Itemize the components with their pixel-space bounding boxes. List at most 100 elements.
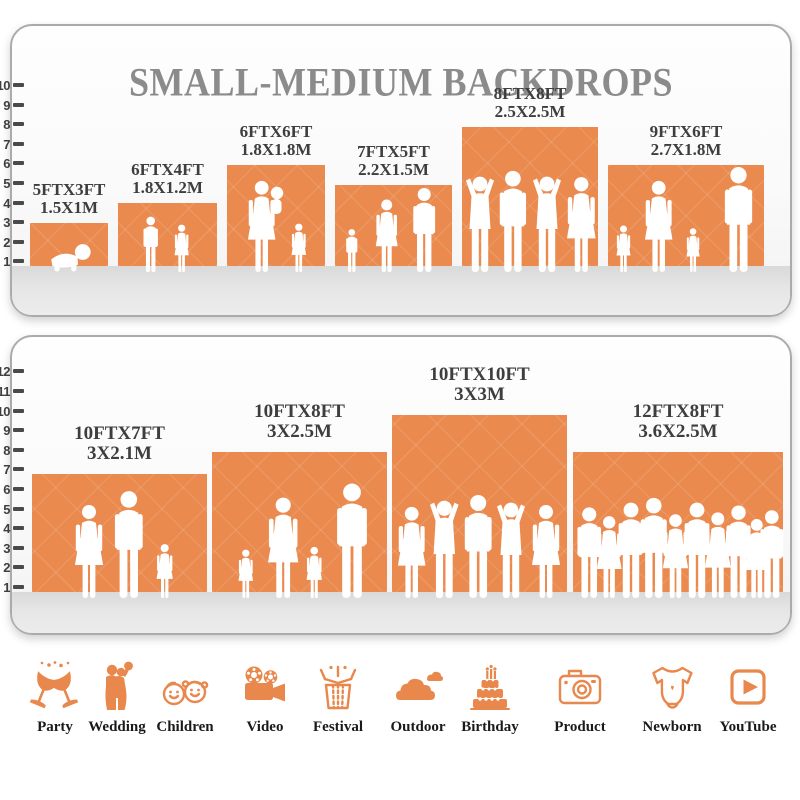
ruler-tick: 6 — [0, 156, 24, 171]
tick-dash — [13, 526, 24, 530]
size-m: 3X3M — [454, 383, 505, 405]
photo-camera-icon — [551, 656, 609, 714]
size-ft: 7FTX5FT — [357, 141, 430, 161]
ruler-tick: 6 — [0, 482, 24, 497]
backdrop-10ftx10ft: 10FTX10FT 3X3M — [392, 363, 567, 599]
people-silhouettes — [397, 494, 560, 599]
category-label: Outdoor — [390, 719, 446, 735]
tick-number: 5 — [3, 175, 10, 191]
tick-dash — [13, 122, 24, 126]
tick-number: 10 — [0, 403, 11, 419]
ruler-tick: 7 — [0, 462, 24, 477]
backdrop-rect — [118, 203, 217, 266]
clouds-icon — [389, 656, 447, 714]
tick-number: 3 — [3, 540, 10, 556]
category-outdoor: Outdoor — [389, 656, 447, 736]
tick-number: 4 — [3, 520, 10, 536]
backdrop-size-label: 6FTX6FT 1.8X1.8M — [240, 122, 313, 159]
tick-dash — [13, 507, 24, 511]
people-silhouettes — [238, 483, 367, 599]
tick-number: 8 — [3, 442, 10, 458]
ruler-tick: 4 — [0, 196, 24, 211]
category-youtube: YouTube — [719, 656, 777, 736]
size-m: 1.8X1.2M — [132, 177, 203, 197]
tick-dash — [13, 161, 24, 165]
tick-dash — [13, 467, 24, 471]
tick-dash — [13, 220, 24, 224]
tick-number: 9 — [3, 422, 10, 438]
size-m: 2.2X1.5M — [358, 159, 429, 179]
ruler-tick: 12 — [0, 363, 24, 379]
tick-number: 12 — [0, 363, 11, 379]
ruler-tick: 9 — [0, 422, 24, 438]
backdrop-size-label: 10FTX10FT 3X3M — [429, 363, 530, 405]
tick-dash — [13, 181, 24, 185]
tick-dash — [13, 428, 24, 432]
panel-small-backdrops: SMALL-MEDIUM BACKDROPS 10 9 8 7 6 5 4 3 … — [0, 24, 792, 317]
tick-dash — [13, 369, 24, 373]
backdrop-8ftx8ft: 8FTX8FT 2.5X2.5M — [462, 84, 598, 272]
tick-dash — [13, 83, 24, 87]
category-label: Festival — [313, 719, 363, 735]
size-ft: 9FTX6FT — [649, 121, 723, 141]
ruler-tick: 2 — [0, 559, 24, 575]
category-label: Birthday — [461, 719, 519, 735]
tick-dash — [13, 389, 24, 393]
category-festival: Festival — [309, 656, 367, 736]
tick-number: 10 — [0, 77, 11, 93]
backdrop-5ftx3ft: 5FTX3FT 1.5X1M — [30, 180, 108, 272]
baby-onesie-icon — [643, 656, 701, 714]
backdrop-size-label: 12FTX8FT 3.6X2.5M — [633, 401, 724, 442]
people-silhouettes — [616, 167, 753, 273]
tick-number: 11 — [0, 383, 11, 399]
backdrop-6ftx6ft: 6FTX6FT 1.8X1.8M — [227, 122, 325, 273]
size-m: 2.5X2.5M — [494, 101, 566, 121]
category-newborn: Newborn — [642, 656, 702, 736]
tick-dash — [13, 201, 24, 205]
ruler-tick: 11 — [0, 383, 24, 399]
category-label: Children — [156, 719, 214, 735]
people-silhouettes — [143, 216, 189, 273]
backdrop-10ftx8ft: 10FTX8FT 3X2.5M — [212, 400, 387, 599]
tick-dash — [13, 448, 24, 452]
people-silhouettes — [51, 244, 91, 272]
category-video: Video — [236, 656, 294, 736]
ruler-tick: 9 — [0, 97, 24, 113]
birthday-cake-icon — [461, 656, 519, 714]
tick-number: 2 — [3, 234, 10, 250]
category-label: Newborn — [642, 719, 702, 735]
tick-number: 9 — [3, 97, 10, 113]
tick-dash — [13, 585, 24, 589]
ruler-tick: 5 — [0, 502, 24, 517]
size-m: 1.5X1M — [39, 197, 99, 217]
wedding-couple-icon — [88, 656, 146, 714]
ruler-tick: 3 — [0, 215, 24, 230]
tick-number: 2 — [3, 559, 10, 575]
backdrop-7ftx5ft: 7FTX5FT 2.2X1.5M — [335, 141, 452, 273]
category-label: Product — [554, 719, 606, 735]
backdrop-size-label: 10FTX8FT 3X2.5M — [254, 400, 345, 442]
floor-band — [12, 266, 790, 315]
ruler-tick: 10 — [0, 77, 24, 93]
tick-number: 1 — [3, 253, 10, 269]
ruler-tick: 2 — [0, 234, 24, 250]
size-m: 2.7X1.8M — [650, 139, 722, 159]
ruler-tick: 4 — [0, 520, 24, 536]
children-faces-icon — [156, 656, 214, 714]
size-m: 1.8X1.8M — [240, 139, 312, 159]
page-title: SMALL-MEDIUM BACKDROPS — [128, 59, 673, 105]
backdrop-size-label: 5FTX3FT 1.5X1M — [33, 180, 106, 217]
people-silhouettes — [577, 497, 784, 599]
backdrop-6ftx4ft: 6FTX4FT 1.8X1.2M — [118, 160, 217, 273]
tick-dash — [13, 487, 24, 491]
backdrop-size-label: 10FTX7FT 3X2.1M — [74, 423, 165, 464]
backdrop-size-label: 7FTX5FT 2.2X1.5M — [357, 141, 430, 179]
ruler-tick: 8 — [0, 117, 24, 132]
category-children: Children — [156, 656, 214, 736]
people-silhouettes — [346, 188, 436, 273]
people-silhouettes — [247, 180, 307, 273]
size-ft: 10FTX8FT — [254, 400, 345, 422]
size-ft: 10FTX10FT — [429, 363, 530, 385]
category-row: Party Wedding — [0, 656, 800, 766]
